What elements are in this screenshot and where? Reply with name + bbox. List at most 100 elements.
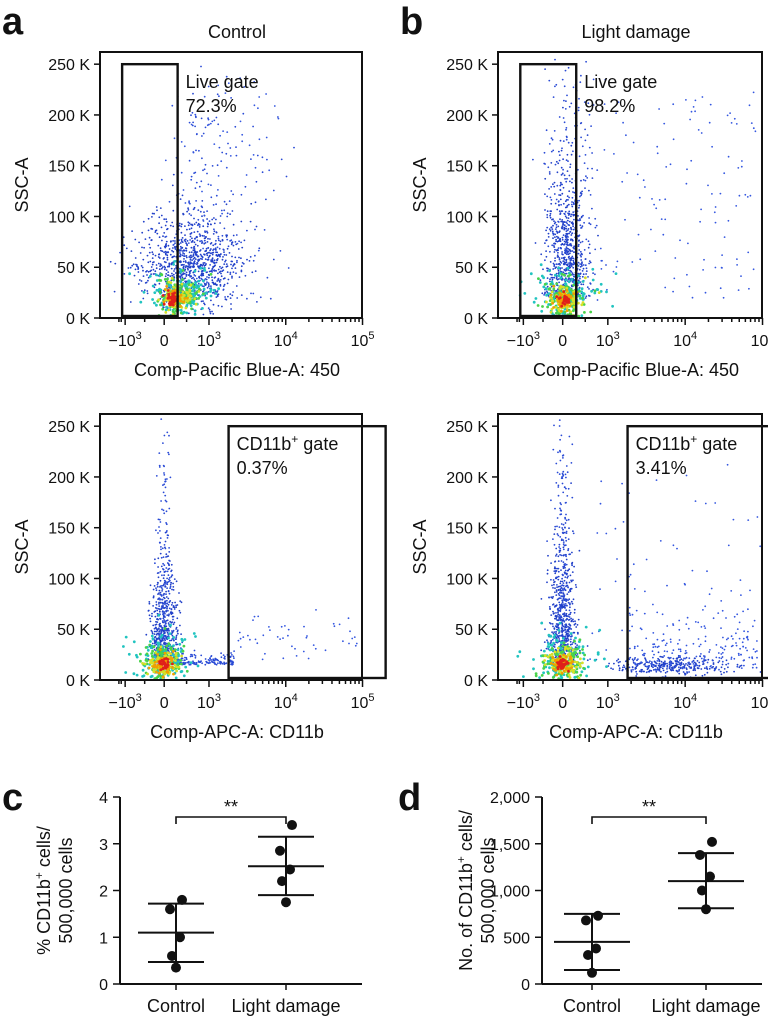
event-dot	[201, 215, 203, 218]
event-dot	[247, 634, 249, 637]
event-dot	[153, 611, 156, 613]
event-dot	[571, 250, 574, 252]
event-dot	[183, 663, 186, 666]
event-dot	[569, 606, 571, 609]
event-dot	[211, 276, 213, 279]
event-dot	[132, 263, 135, 266]
event-dot	[171, 630, 173, 632]
event-dot	[560, 272, 564, 276]
event-dot	[225, 75, 228, 78]
event-dot	[123, 244, 126, 247]
event-dot	[159, 668, 163, 672]
event-dot	[699, 220, 701, 223]
event-dot	[249, 256, 252, 258]
event-dot	[181, 269, 185, 272]
event-dot	[557, 220, 559, 223]
event-dot	[556, 184, 559, 187]
event-dot	[163, 288, 167, 291]
event-dot	[544, 68, 546, 70]
event-dot	[348, 642, 350, 645]
event-dot	[255, 180, 258, 183]
event-dot	[222, 248, 225, 251]
event-dot	[145, 270, 147, 273]
event-dot	[173, 260, 176, 263]
event-dot	[149, 260, 152, 263]
event-dot	[561, 236, 564, 239]
event-dot	[232, 271, 235, 273]
event-dot	[155, 264, 158, 266]
event-dot	[600, 268, 603, 270]
event-dot	[279, 638, 281, 640]
event-dot	[606, 288, 608, 291]
event-dot	[199, 210, 202, 213]
event-dot	[571, 272, 574, 274]
event-dot	[163, 654, 167, 658]
event-dot	[567, 66, 570, 69]
event-dot	[611, 304, 614, 308]
event-dot	[284, 625, 286, 627]
event-dot	[181, 194, 184, 197]
event-dot	[179, 624, 181, 627]
event-dot	[168, 507, 171, 510]
x-tick-label: 0	[160, 333, 169, 350]
event-dot	[156, 581, 159, 584]
event-dot	[688, 285, 691, 288]
event-dot	[224, 655, 226, 658]
event-dot	[204, 258, 207, 260]
y-tick-label: 100 K	[48, 571, 90, 588]
event-dot	[550, 199, 553, 201]
event-dot	[564, 278, 568, 282]
event-dot	[314, 647, 317, 650]
event-dot	[179, 253, 182, 256]
event-dot	[196, 664, 200, 668]
event-dot	[574, 642, 577, 645]
event-dot	[197, 279, 201, 283]
event-dot	[181, 254, 184, 257]
event-dot	[166, 651, 170, 655]
event-dot	[230, 303, 232, 305]
event-dot	[184, 202, 187, 204]
event-dot	[158, 466, 161, 468]
event-dot	[170, 608, 173, 610]
event-dot	[540, 649, 543, 652]
event-dot	[151, 298, 155, 301]
event-dot	[165, 218, 168, 221]
event-dot	[577, 235, 579, 238]
event-dot	[556, 533, 559, 535]
event-dot	[159, 591, 162, 594]
event-dot	[179, 280, 183, 284]
event-dot	[219, 215, 222, 217]
event-dot	[554, 257, 556, 259]
event-dot	[221, 662, 224, 665]
event-dot	[564, 576, 567, 578]
event-dot	[569, 166, 571, 169]
event-dot	[566, 617, 568, 620]
event-dot	[578, 234, 581, 237]
event-dot	[155, 206, 158, 208]
event-dot	[564, 234, 567, 237]
event-dot	[566, 204, 569, 207]
event-dot	[207, 247, 210, 249]
event-dot	[160, 608, 163, 610]
event-dot	[570, 302, 574, 306]
event-dot	[135, 653, 138, 657]
event-dot	[581, 190, 583, 193]
event-dot	[572, 598, 575, 601]
event-dot	[561, 601, 564, 603]
event-dot	[552, 96, 555, 98]
event-dot	[172, 295, 176, 299]
event-dot	[590, 125, 592, 127]
event-dot	[580, 252, 583, 255]
event-dot	[572, 530, 574, 533]
event-dot	[230, 239, 233, 242]
event-dot	[223, 209, 226, 212]
event-dot	[736, 264, 738, 266]
event-dot	[554, 591, 556, 594]
event-dot	[152, 670, 156, 674]
event-dot	[207, 85, 210, 88]
event-dot	[163, 670, 166, 674]
event-dot	[192, 287, 196, 291]
event-dot	[158, 216, 161, 219]
event-dot	[170, 570, 173, 573]
